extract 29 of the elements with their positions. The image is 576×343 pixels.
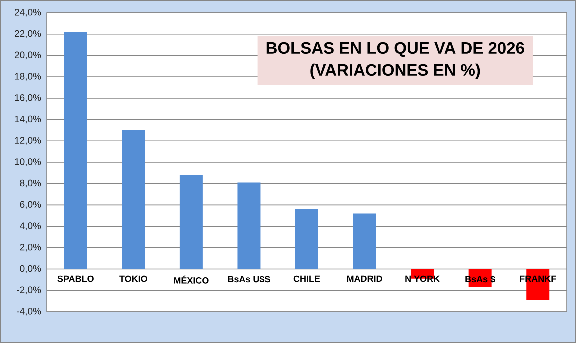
y-tick-label: 6,0%	[20, 201, 42, 210]
x-tick-label: TOKIO	[120, 276, 148, 282]
y-tick-label: 10,0%	[15, 158, 42, 166]
bar	[64, 32, 88, 270]
text: BOLSAS EN LO QUE VA DE 2026	[266, 42, 524, 58]
y-tick-label: 14,0%	[15, 116, 42, 124]
y-tick-label: -4,0%	[17, 308, 42, 316]
y-tick-label: 22,0%	[15, 30, 42, 38]
x-tick-label: SPABLO	[58, 276, 94, 282]
text: (VARIACIONES EN %)	[310, 64, 480, 80]
bar	[353, 214, 376, 270]
y-tick-label: 24,0%	[15, 9, 42, 17]
x-tick-label: MADRID	[347, 276, 382, 282]
y-tick-label: 20,0%	[15, 52, 42, 60]
y-tick-label: 18,0%	[15, 73, 42, 81]
y-tick-label: 0,0%	[20, 265, 42, 274]
bar	[180, 175, 203, 270]
y-tick-label: 2,0%	[20, 244, 42, 252]
x-tick-label: BsAs U$S	[228, 276, 270, 284]
y-tick-label: -2,0%	[17, 286, 42, 295]
bar	[122, 130, 146, 270]
bar	[296, 209, 318, 270]
y-tick-label: 12,0%	[15, 137, 42, 146]
bar	[238, 182, 261, 270]
x-tick-label: CHILE	[294, 276, 320, 282]
y-tick-label: 16,0%	[15, 94, 42, 102]
x-tick-label: MÉXICO	[174, 276, 209, 284]
y-tick-label: 4,0%	[20, 222, 42, 231]
y-tick-label: 8,0%	[20, 180, 42, 188]
